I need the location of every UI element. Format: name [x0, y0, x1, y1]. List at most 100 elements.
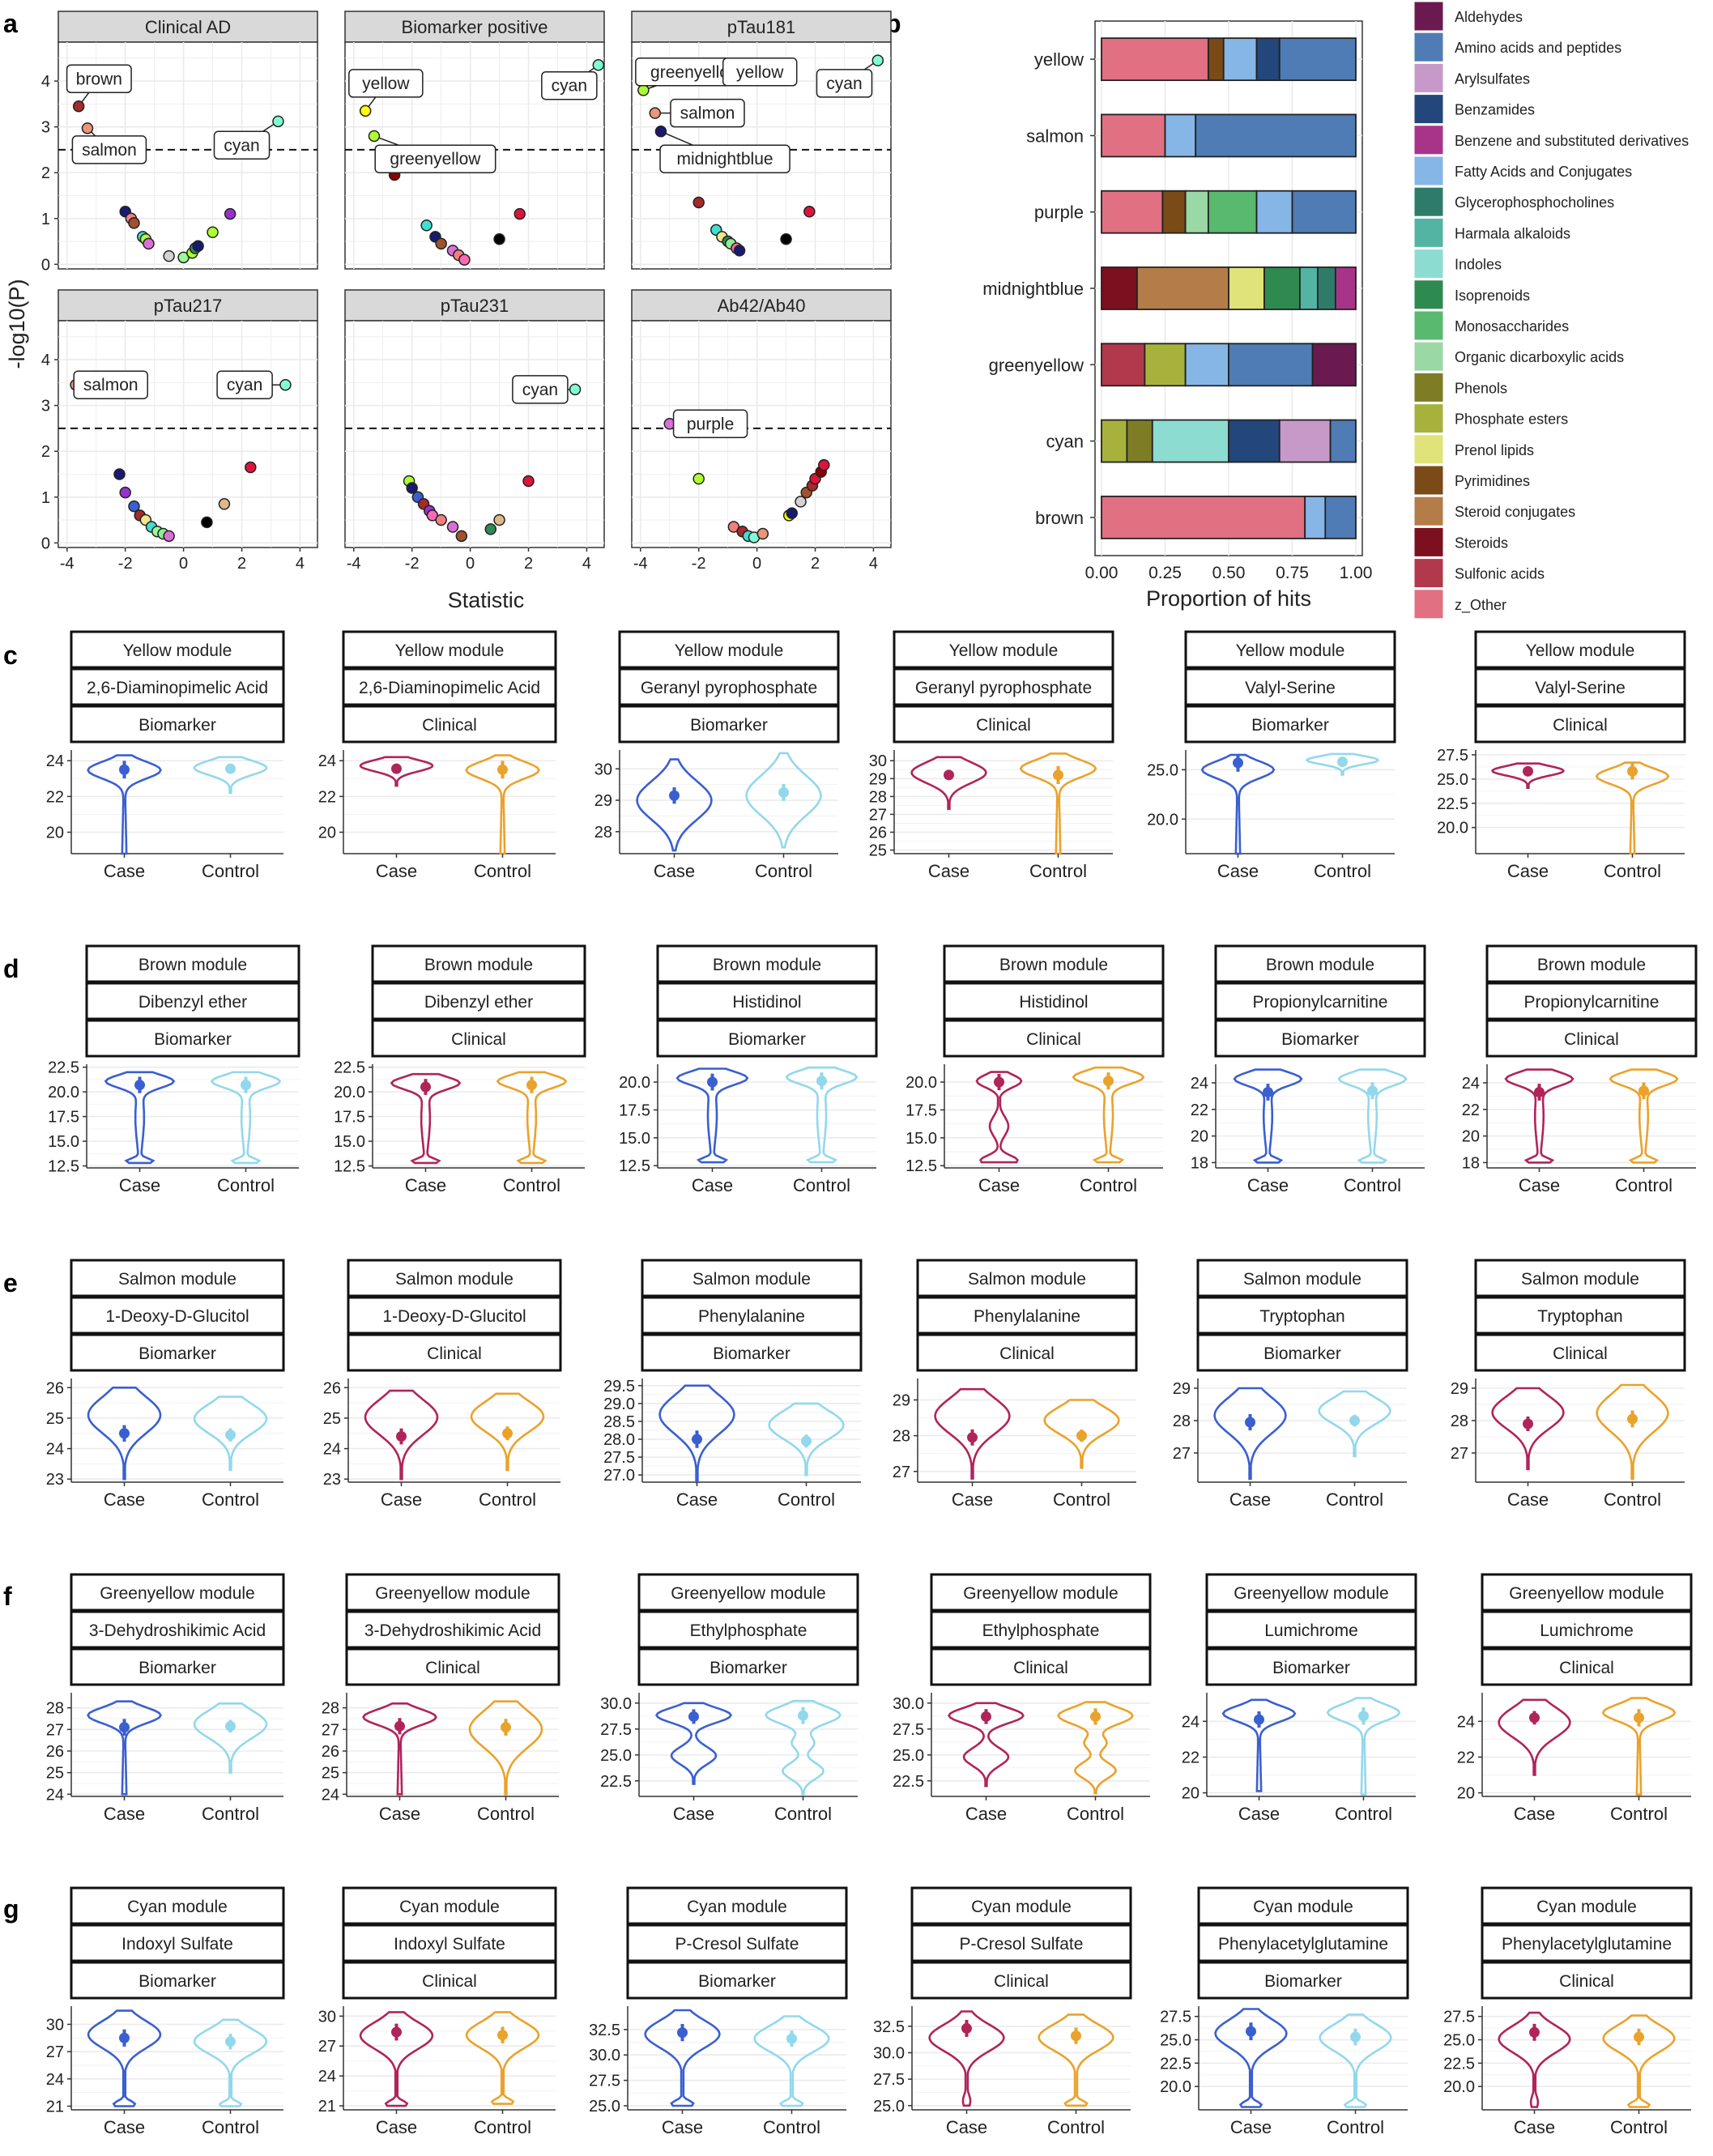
violin-control — [785, 1066, 859, 1164]
violin-panel: Salmon module Phenylalanine Clinical 27 28 29… — [893, 1259, 1138, 1510]
module-point — [654, 126, 667, 138]
violin-control — [1043, 1399, 1120, 1469]
y-tick-label: 15.0 — [619, 1130, 650, 1148]
strip-box — [1184, 630, 1396, 669]
facet-plot: yellow greenyellow cyan — [344, 41, 605, 270]
mean-point — [1076, 1430, 1087, 1442]
strip-label: Brown module — [713, 956, 821, 974]
strip-label: Biomarker — [690, 716, 768, 735]
figure-label-f: f — [3, 1582, 12, 1611]
y-tick-label: 30 — [46, 2016, 64, 2034]
strip-label: Lumichrome — [1264, 1621, 1358, 1640]
label-box — [541, 70, 598, 100]
module-point — [163, 530, 175, 543]
label-box — [66, 64, 132, 94]
strip-box — [70, 1924, 285, 1962]
strip-label: Brown module — [138, 956, 247, 974]
violin-panel: Cyan module P-Cresol Sulfate Clinical 25.0 2… — [873, 1886, 1132, 2137]
strip-label: Biomarker — [1263, 1344, 1341, 1363]
y-tick-label: 15.0 — [334, 1133, 365, 1151]
y-tick-label: 12.5 — [619, 1157, 650, 1175]
bar-segment — [1184, 343, 1229, 387]
module-point — [780, 232, 792, 245]
strip-box — [345, 1610, 560, 1649]
strip-label: Salmon module — [118, 1270, 236, 1289]
violin-control — [468, 1700, 543, 1796]
violin-case — [1498, 2011, 1571, 2108]
mean-point — [225, 2036, 236, 2047]
group-label: Control — [1604, 861, 1661, 881]
group-label: Control — [1615, 1175, 1673, 1195]
y-tick-label: 25.0 — [589, 2098, 620, 2116]
violin-control — [465, 2011, 540, 2105]
strip-box — [618, 667, 840, 706]
strip-label: Greenyellow module — [671, 1584, 825, 1603]
mean-point — [1627, 1413, 1638, 1425]
a-y-axis-title: -log10(P) — [5, 279, 29, 369]
group-label: Case — [405, 1175, 446, 1195]
strip-box — [1214, 944, 1426, 983]
strip-box — [1474, 1333, 1686, 1372]
group-label: Case — [1519, 1175, 1560, 1195]
module-point — [272, 115, 284, 128]
strip-box — [1197, 1924, 1409, 1962]
violin-panel: Yellow module 2,6-Diaminopimelic Acid Biom… — [46, 630, 285, 881]
strip-box — [930, 1573, 1152, 1612]
y-tick-label: 25 — [869, 842, 887, 860]
strip-box — [1196, 1259, 1408, 1297]
bar-segment — [1101, 190, 1164, 234]
module-point — [224, 207, 236, 220]
mean-point — [501, 1722, 511, 1733]
strip-label: Biomarker — [728, 1030, 806, 1049]
strip-label: Cyan module — [971, 1898, 1072, 1916]
facet-plot: salmon cyan 0 1 2 3 4 -4 -2 0 2 4 — [41, 320, 318, 573]
group-label: Case — [1507, 1489, 1549, 1510]
mean-point — [1245, 1417, 1255, 1428]
x-tick-label: 0.50 — [1212, 564, 1246, 582]
violin-panel: Yellow module Geranyl pyrophosphate Biomar… — [594, 630, 840, 881]
strip-box — [371, 1019, 586, 1058]
y-tick-label: 30 — [869, 752, 887, 770]
y-tick-label: 22 — [1182, 1749, 1200, 1766]
category-label: cyan — [1046, 432, 1084, 452]
strip-label: Biomarker — [138, 1972, 216, 1991]
violin-panel: Cyan module Indoxyl Sulfate Biomarker 21 24 2… — [46, 1886, 285, 2137]
legend-label: Fatty Acids and Conjugates — [1455, 164, 1632, 180]
strip-label: Clinical — [427, 1344, 482, 1363]
module-point — [484, 523, 497, 535]
y-tick-label: 22 — [46, 788, 64, 806]
strip-box — [916, 1333, 1138, 1372]
mean-point — [119, 2032, 130, 2043]
y-tick-label: 27.5 — [873, 2071, 905, 2089]
strip-box — [656, 944, 878, 983]
strip-box — [893, 667, 1114, 706]
y-tick-label: 20 — [318, 824, 336, 842]
module-point — [279, 378, 292, 391]
legend-swatch — [1413, 372, 1444, 403]
group-label: Control — [503, 1175, 560, 1195]
strip-label: 3-Dehydroshikimic Acid — [364, 1621, 541, 1640]
strip-box — [1214, 982, 1426, 1020]
category-label: brown — [1035, 508, 1084, 528]
violin-panel: Cyan module Phenylacetylglutamine Biomarke… — [1160, 1886, 1409, 2137]
category-label: greenyellow — [989, 355, 1084, 375]
strip-label: Clinical — [1013, 1659, 1068, 1677]
group-label: Control — [1314, 861, 1371, 881]
module-point — [245, 461, 257, 474]
facet-strip — [631, 289, 892, 322]
module-point — [649, 107, 662, 119]
legend-label: Sulfonic acids — [1455, 566, 1545, 582]
y-tick-label: 15.0 — [906, 1130, 937, 1148]
bar-segment — [1334, 266, 1357, 310]
y-tick-label: 17.5 — [334, 1109, 365, 1127]
x-tick-label: -2 — [692, 555, 706, 573]
violin-control — [765, 1699, 842, 1796]
violin-case — [87, 1387, 162, 1481]
strip-label: Valyl-Serine — [1535, 679, 1626, 697]
x-tick-label: 0.00 — [1085, 564, 1119, 582]
bar-segment — [1164, 113, 1197, 158]
module-label: salmon — [82, 141, 137, 160]
x-tick-label: 0 — [179, 555, 188, 573]
module-label: greenyellow — [390, 150, 481, 168]
y-tick-label: 22.5 — [1160, 2055, 1191, 2073]
